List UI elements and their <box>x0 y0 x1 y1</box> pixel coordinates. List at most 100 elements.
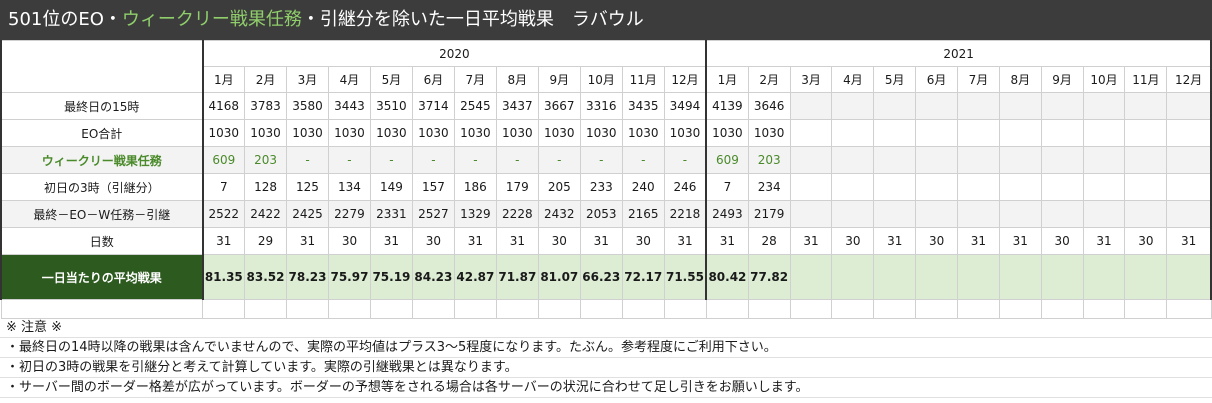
value-cell-avg[interactable] <box>957 254 1000 300</box>
value-cell-days[interactable]: 31 <box>286 227 329 255</box>
value-cell-eo[interactable]: 1030 <box>705 119 749 147</box>
value-cell-last15[interactable]: 4168 <box>202 92 246 120</box>
value-cell-last15[interactable]: 3714 <box>411 92 455 120</box>
empty-cell[interactable] <box>873 299 917 319</box>
value-cell-avg[interactable] <box>998 254 1042 300</box>
value-cell-eo[interactable]: 1030 <box>453 119 497 147</box>
empty-cell[interactable] <box>0 299 204 319</box>
value-cell-net[interactable] <box>831 200 875 228</box>
empty-cell[interactable] <box>369 299 413 319</box>
value-cell-days[interactable]: 30 <box>621 227 665 255</box>
empty-cell[interactable] <box>327 299 371 319</box>
value-cell-weekly[interactable]: - <box>621 146 665 174</box>
value-cell-days[interactable]: 30 <box>327 227 371 255</box>
row-label-avg[interactable]: 一日当たりの平均戦果 <box>0 254 204 300</box>
value-cell-weekly[interactable]: - <box>537 146 581 174</box>
value-cell-net[interactable] <box>873 200 917 228</box>
value-cell-eo[interactable] <box>1082 119 1126 147</box>
month-header[interactable]: 10月 <box>1082 66 1126 93</box>
empty-cell[interactable] <box>663 299 707 319</box>
value-cell-eo[interactable]: 1030 <box>286 119 329 147</box>
value-cell-weekly[interactable] <box>1040 146 1084 174</box>
value-cell-eo[interactable]: 1030 <box>663 119 708 147</box>
value-cell-avg[interactable] <box>831 254 875 300</box>
empty-cell[interactable] <box>286 299 329 319</box>
value-cell-carry[interactable]: 125 <box>286 173 329 201</box>
empty-cell[interactable] <box>957 299 1000 319</box>
row-label-days[interactable]: 日数 <box>0 227 204 255</box>
value-cell-days[interactable]: 31 <box>1166 227 1212 255</box>
value-cell-days[interactable]: 29 <box>244 227 287 255</box>
month-header[interactable]: 11月 <box>1124 66 1168 93</box>
month-header[interactable]: 3月 <box>286 66 329 93</box>
month-header[interactable]: 9月 <box>537 66 581 93</box>
value-cell-carry[interactable] <box>1166 173 1212 201</box>
value-cell-last15[interactable]: 3316 <box>579 92 623 120</box>
value-cell-carry[interactable]: 149 <box>369 173 413 201</box>
value-cell-weekly[interactable]: 203 <box>244 146 287 174</box>
value-cell-carry[interactable] <box>831 173 875 201</box>
value-cell-eo[interactable] <box>789 119 833 147</box>
value-cell-avg[interactable]: 75.97 <box>327 254 371 300</box>
value-cell-net[interactable]: 1329 <box>453 200 497 228</box>
value-cell-days[interactable]: 30 <box>537 227 581 255</box>
empty-cell[interactable] <box>789 299 833 319</box>
value-cell-eo[interactable] <box>1124 119 1168 147</box>
row-label-net[interactable]: 最終－EO－W任務－引継 <box>0 200 204 228</box>
value-cell-eo[interactable]: 1030 <box>579 119 623 147</box>
value-cell-last15[interactable]: 3667 <box>537 92 581 120</box>
value-cell-last15[interactable] <box>1082 92 1126 120</box>
empty-cell[interactable] <box>747 299 791 319</box>
value-cell-last15[interactable] <box>915 92 958 120</box>
row-label-last15[interactable]: 最終日の15時 <box>0 92 204 120</box>
value-cell-weekly[interactable]: - <box>663 146 708 174</box>
value-cell-carry[interactable] <box>1124 173 1168 201</box>
value-cell-eo[interactable] <box>957 119 1000 147</box>
value-cell-carry[interactable] <box>873 173 917 201</box>
value-cell-eo[interactable] <box>915 119 958 147</box>
value-cell-avg[interactable] <box>1040 254 1084 300</box>
value-cell-carry[interactable]: 233 <box>579 173 623 201</box>
empty-cell[interactable] <box>915 299 958 319</box>
empty-cell[interactable] <box>1166 299 1212 319</box>
value-cell-net[interactable]: 2053 <box>579 200 623 228</box>
value-cell-last15[interactable]: 3443 <box>327 92 371 120</box>
month-header[interactable]: 11月 <box>621 66 665 93</box>
value-cell-avg[interactable]: 83.52 <box>244 254 287 300</box>
value-cell-days[interactable]: 31 <box>1082 227 1126 255</box>
value-cell-net[interactable] <box>1082 200 1126 228</box>
empty-cell[interactable] <box>1082 299 1126 319</box>
value-cell-avg[interactable]: 71.87 <box>495 254 539 300</box>
month-header[interactable]: 5月 <box>873 66 917 93</box>
value-cell-net[interactable]: 2493 <box>705 200 749 228</box>
month-header[interactable]: 10月 <box>579 66 623 93</box>
value-cell-last15[interactable]: 2545 <box>453 92 497 120</box>
month-header[interactable]: 6月 <box>411 66 455 93</box>
value-cell-days[interactable]: 28 <box>747 227 791 255</box>
value-cell-last15[interactable] <box>1040 92 1084 120</box>
value-cell-days[interactable]: 31 <box>579 227 623 255</box>
value-cell-carry[interactable]: 7 <box>202 173 246 201</box>
value-cell-eo[interactable] <box>1166 119 1212 147</box>
value-cell-weekly[interactable] <box>873 146 917 174</box>
value-cell-days[interactable]: 31 <box>369 227 413 255</box>
value-cell-days[interactable]: 31 <box>705 227 749 255</box>
value-cell-carry[interactable]: 134 <box>327 173 371 201</box>
value-cell-last15[interactable] <box>957 92 1000 120</box>
value-cell-eo[interactable] <box>998 119 1042 147</box>
value-cell-last15[interactable]: 3437 <box>495 92 539 120</box>
empty-cell[interactable] <box>495 299 539 319</box>
value-cell-carry[interactable] <box>1040 173 1084 201</box>
value-cell-eo[interactable]: 1030 <box>537 119 581 147</box>
month-header[interactable]: 9月 <box>1040 66 1084 93</box>
value-cell-carry[interactable] <box>957 173 1000 201</box>
value-cell-net[interactable]: 2425 <box>286 200 329 228</box>
value-cell-carry[interactable]: 234 <box>747 173 791 201</box>
value-cell-eo[interactable] <box>831 119 875 147</box>
empty-cell[interactable] <box>998 299 1042 319</box>
value-cell-eo[interactable] <box>873 119 917 147</box>
value-cell-weekly[interactable] <box>998 146 1042 174</box>
value-cell-days[interactable]: 31 <box>873 227 917 255</box>
value-cell-net[interactable]: 2165 <box>621 200 665 228</box>
value-cell-net[interactable]: 2218 <box>663 200 708 228</box>
